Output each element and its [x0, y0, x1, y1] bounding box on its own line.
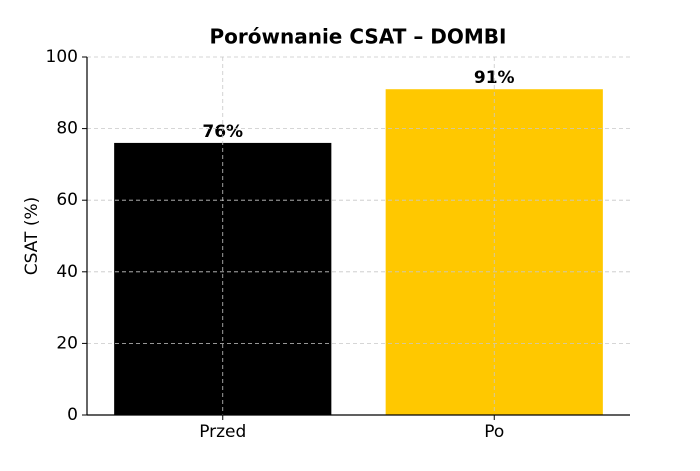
y-axis-label: CSAT (%): [22, 197, 42, 276]
y-tick-label: 100: [46, 47, 78, 67]
y-tick-label: 80: [56, 119, 78, 139]
x-tick-label: Po: [484, 422, 504, 442]
bar: [114, 142, 332, 416]
value-label: 76%: [202, 122, 243, 142]
x-tick-label: Przed: [199, 422, 246, 442]
y-tick-label: 60: [56, 190, 78, 210]
y-tick-label: 20: [56, 333, 78, 353]
y-tick-label: 0: [67, 405, 78, 425]
y-tick-label: 40: [56, 262, 78, 282]
chart-title: Porównanie CSAT – DOMBI: [210, 25, 507, 49]
